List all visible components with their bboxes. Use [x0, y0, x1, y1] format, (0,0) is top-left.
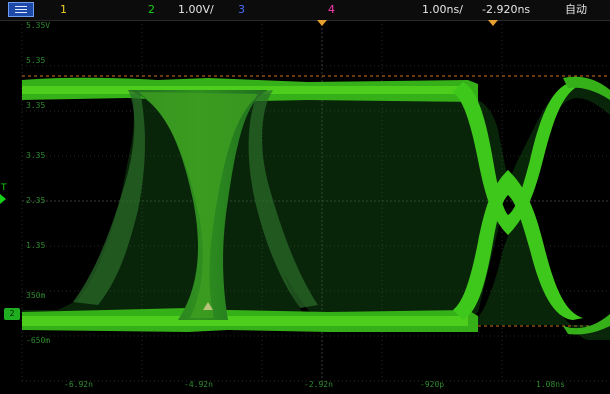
trigger-mode[interactable]: 自动 [565, 3, 587, 16]
channel-1-label[interactable]: 1 [60, 3, 67, 16]
y-label-6: 350m [26, 291, 45, 300]
y-label-1: 5.35 [26, 56, 45, 65]
trigger-level-marker[interactable] [0, 194, 6, 204]
trigger-position-marker[interactable] [317, 20, 327, 26]
y-label-5: 1.35 [26, 241, 45, 250]
y-label-3: 3.35 [26, 101, 45, 110]
channel-3-label[interactable]: 3 [238, 3, 245, 16]
x-axis-labels: -6.92n -4.92n -2.92n -920p 1.08ns [64, 380, 565, 389]
menu-icon[interactable] [8, 2, 34, 17]
status-bar: 1 2 1.00V/ 3 4 1.00ns/ -2.920ns 自动 [0, 0, 610, 21]
delay-marker[interactable] [488, 20, 498, 26]
x-label-4: 1.08ns [536, 380, 565, 389]
channel-2-label[interactable]: 2 [148, 3, 155, 16]
x-label-1: -4.92n [184, 380, 213, 389]
y-label-4: 2.35 [26, 196, 45, 205]
y-axis-labels: 5.35V 5.35 3.35 3.35 2.35 1.35 350m -650… [26, 21, 50, 345]
x-label-0: -6.92n [64, 380, 93, 389]
waveform-display[interactable]: 5.35V 5.35 3.35 3.35 2.35 1.35 350m -650… [8, 20, 610, 390]
channel-2-ground-marker[interactable]: 2 [4, 308, 20, 320]
channel-2-scale[interactable]: 1.00V/ [178, 3, 214, 16]
x-label-2: -2.92n [304, 380, 333, 389]
y-label-2: 3.35 [26, 151, 45, 160]
x-label-3: -920p [420, 380, 444, 389]
trigger-level-label: T [1, 183, 7, 193]
timebase-delay[interactable]: -2.920ns [482, 3, 531, 16]
eye-diagram [22, 76, 610, 340]
y-label-0: 5.35V [26, 21, 50, 30]
timebase-scale[interactable]: 1.00ns/ [422, 3, 463, 16]
y-label-7: -650m [26, 336, 50, 345]
channel-4-label[interactable]: 4 [328, 3, 335, 16]
left-marker-column [0, 20, 10, 390]
